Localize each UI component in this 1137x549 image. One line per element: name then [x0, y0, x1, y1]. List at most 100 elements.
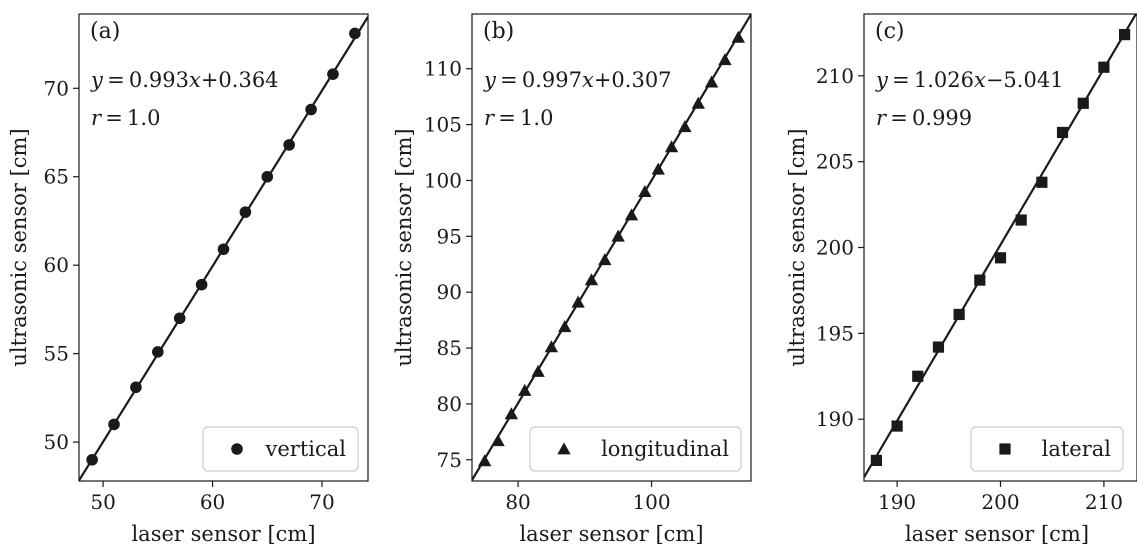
panel-label: (a): [90, 19, 120, 44]
y-tick-label: 110: [424, 57, 462, 81]
data-point: [327, 68, 339, 80]
y-tick-label: 75: [437, 448, 462, 472]
y-tick-label: 95: [437, 224, 462, 248]
x-tick-label: 60: [200, 490, 225, 514]
data-points: [86, 27, 361, 466]
legend-marker: [557, 442, 571, 455]
panel-a: 50 60 70 50 55 60 65 70 laser sensor [cm] ultraso…: [7, 13, 369, 546]
data-point: [283, 139, 295, 151]
y-axis-title: ultrasonic sensor [cm]: [785, 128, 809, 366]
y-tick-label: 85: [437, 336, 462, 360]
data-point: [478, 454, 492, 467]
r-value: r = 0.999: [876, 106, 972, 130]
data-point: [571, 295, 585, 308]
legend-label: lateral: [1042, 437, 1112, 461]
y-tick-label: 210: [816, 64, 854, 88]
data-point: [953, 308, 965, 321]
y-tick-label: 200: [816, 236, 854, 260]
legend-label: longitudinal: [601, 437, 729, 461]
r-value: r = 1.0: [91, 106, 160, 130]
data-point: [678, 120, 692, 133]
data-point: [598, 253, 612, 266]
fit-line: [472, 14, 751, 481]
data-point: [217, 243, 230, 256]
y-tick-label: 70: [44, 76, 69, 100]
legend-label: vertical: [265, 437, 347, 461]
data-point: [130, 381, 142, 394]
y-tick-label: 80: [437, 392, 462, 416]
data-point: [239, 206, 252, 218]
y-axis-title: ultrasonic sensor [cm]: [392, 128, 416, 366]
data-point: [1077, 97, 1089, 109]
data-point: [994, 252, 1007, 264]
data-point: [611, 229, 625, 242]
fit-equation: y = 0.997x+0.307: [483, 68, 672, 92]
x-axis-title: laser sensor [cm]: [905, 522, 1089, 546]
legend-marker: [231, 443, 243, 455]
panel-label: (b): [483, 19, 514, 44]
data-point: [691, 96, 705, 109]
axes-frame: [471, 13, 752, 482]
x-axis-title: laser sensor [cm]: [519, 522, 703, 546]
data-point: [86, 453, 98, 466]
data-point: [651, 162, 665, 175]
data-point: [195, 278, 208, 291]
data-point: [664, 140, 679, 153]
x-tick-label: 50: [90, 490, 115, 514]
y-tick-label: 205: [816, 150, 854, 174]
data-point: [173, 312, 186, 325]
fit-line: [864, 14, 1137, 478]
data-point: [108, 418, 120, 431]
y-tick-label: 190: [816, 407, 854, 431]
data-point: [504, 407, 519, 420]
data-point: [1015, 214, 1027, 226]
x-tick-label: 100: [632, 490, 670, 514]
x-tick-label: 70: [309, 490, 334, 514]
data-point: [1118, 29, 1131, 41]
data-point: [305, 103, 317, 116]
panel-b: 80 100 75 80 85 90 95 100 105 110 laser sensor [cm…: [392, 13, 752, 546]
y-tick-label: 195: [816, 321, 854, 345]
data-point: [891, 420, 903, 432]
data-points: [870, 29, 1131, 466]
data-point: [544, 340, 559, 353]
data-point: [912, 370, 924, 382]
data-point: [518, 383, 532, 396]
panel-c: 190 200 210 190 195 200 205 210 laser sensor [cm…: [785, 13, 1137, 546]
x-tick-label: 200: [981, 490, 1019, 514]
data-point: [1056, 126, 1069, 139]
panel-label: (c): [875, 19, 905, 44]
data-points: [478, 30, 745, 467]
data-point: [1098, 61, 1110, 73]
x-axis-title: laser sensor [cm]: [131, 522, 315, 546]
legend: lateral: [970, 426, 1124, 472]
data-point: [974, 274, 986, 286]
data-point: [731, 30, 745, 43]
legend-box: [202, 426, 359, 472]
data-point: [349, 27, 361, 40]
fit-equation: y = 0.993x+0.364: [90, 68, 279, 92]
data-point: [558, 320, 572, 333]
fit-equation: y = 1.026x−5.041: [875, 68, 1064, 92]
data-point: [870, 454, 883, 466]
y-axis-title: ultrasonic sensor [cm]: [7, 128, 31, 366]
data-point: [584, 273, 599, 286]
legend-marker: [999, 443, 1011, 455]
data-point: [704, 75, 719, 88]
data-point: [491, 434, 505, 447]
y-tick-label: 100: [424, 168, 462, 192]
data-point: [638, 184, 652, 197]
data-point: [1036, 176, 1048, 188]
axes-frame: [78, 13, 369, 482]
data-point: [261, 170, 274, 183]
y-tick-label: 60: [44, 253, 69, 277]
data-point: [624, 208, 639, 221]
y-tick-label: 55: [44, 342, 69, 366]
x-tick-label: 80: [505, 490, 530, 514]
legend: vertical: [202, 426, 359, 472]
legend-box: [970, 426, 1124, 472]
r-value: r = 1.0: [484, 106, 553, 130]
legend-box: [529, 426, 742, 472]
x-tick-label: 210: [1085, 490, 1123, 514]
y-tick-label: 65: [44, 165, 69, 189]
